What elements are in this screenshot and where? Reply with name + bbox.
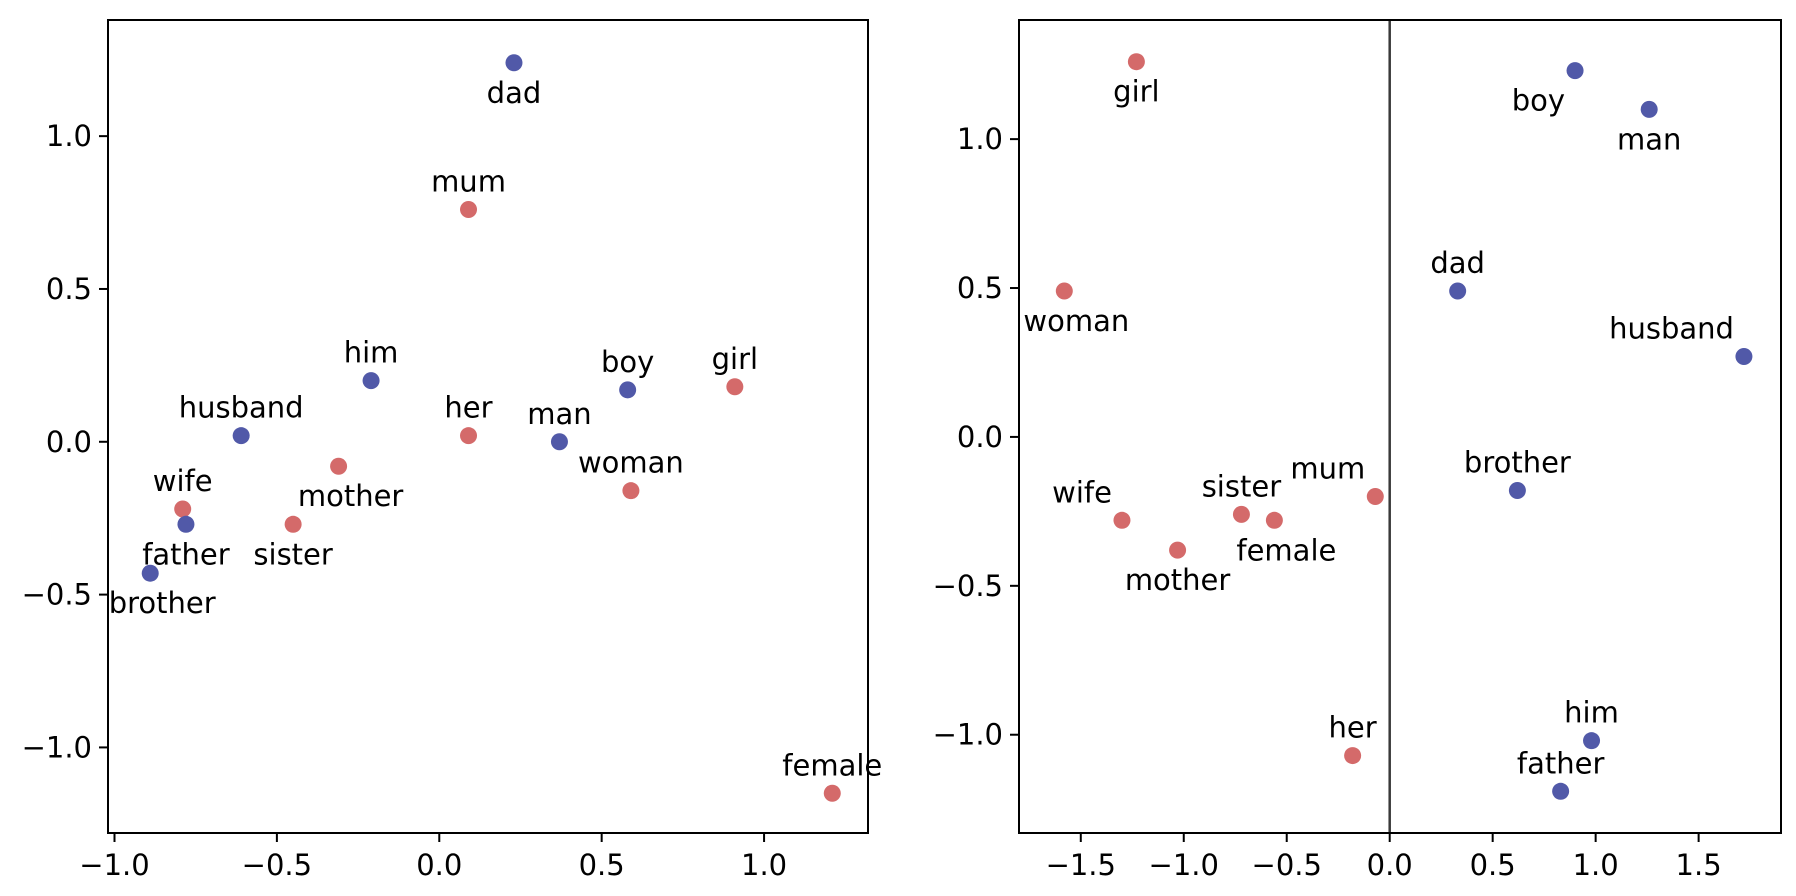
point-label-brother: brother <box>1464 446 1571 480</box>
point-woman <box>1055 282 1073 300</box>
point-girl <box>1127 53 1145 71</box>
point-her <box>460 427 478 445</box>
point-label-female: female <box>1236 533 1336 567</box>
point-label-wife: wife <box>153 464 213 498</box>
point-dad <box>505 54 523 72</box>
point-label-boy: boy <box>601 345 654 379</box>
x-tick-label: 1.0 <box>1573 848 1619 882</box>
x-tick-label: 0.5 <box>579 848 625 882</box>
point-label-wife: wife <box>1052 475 1112 509</box>
point-husband <box>232 427 250 445</box>
left-scatter-chart: −1.0 −0.5 0.0 0.5 1.0 −1.0 −0.5 0.0 0.5 1.0 dad mum… <box>22 19 882 882</box>
point-her <box>1344 747 1362 765</box>
point-label-him: him <box>1564 696 1619 730</box>
point-label-woman: woman <box>578 446 684 480</box>
point-label-girl: girl <box>1113 75 1159 109</box>
x-tick-label: 1.5 <box>1676 848 1722 882</box>
point-husband <box>1735 348 1753 366</box>
plot-frame <box>107 19 869 834</box>
x-tick-label: 0.5 <box>1470 848 1516 882</box>
y-tick-label: 0.5 <box>957 271 1003 305</box>
point-mother <box>330 457 348 475</box>
point-wife <box>1113 511 1131 529</box>
point-label-her: her <box>444 391 492 425</box>
point-mum <box>460 200 478 218</box>
point-label-mother: mother <box>1125 563 1231 597</box>
point-label-him: him <box>344 336 399 370</box>
point-label-woman: woman <box>1023 304 1129 338</box>
point-brother <box>1508 482 1526 500</box>
point-father <box>1552 782 1570 800</box>
y-tick-label: 0.0 <box>957 420 1003 454</box>
point-father <box>177 515 195 533</box>
point-him <box>1583 732 1601 750</box>
right-scatter-chart: −1.5 −1.0 −0.5 0.0 0.5 1.0 1.5 −1.0 −0.5 0.0 0.5 1.… <box>933 19 1782 882</box>
point-label-girl: girl <box>712 342 758 376</box>
x-tick-label: 0.0 <box>1367 848 1413 882</box>
point-label-father: father <box>1517 746 1605 780</box>
point-man <box>550 433 568 451</box>
x-tick-label: −1.0 <box>1149 848 1219 882</box>
plot-frame <box>1018 19 1782 834</box>
point-boy <box>1566 62 1584 80</box>
point-label-mum: mum <box>1290 451 1365 485</box>
point-wife <box>174 500 192 518</box>
point-label-dad: dad <box>1430 246 1485 280</box>
y-tick-label: 1.0 <box>957 122 1003 156</box>
y-tick-label: 0.5 <box>46 272 92 306</box>
point-dad <box>1449 282 1467 300</box>
y-tick-label: 1.0 <box>46 119 92 153</box>
point-label-man: man <box>527 397 591 431</box>
point-label-her: her <box>1329 711 1377 745</box>
x-tick-label: −1.0 <box>79 848 149 882</box>
point-boy <box>619 381 637 399</box>
point-female <box>823 784 841 802</box>
point-brother <box>141 564 159 582</box>
x-tick-label: −0.5 <box>242 848 312 882</box>
point-him <box>362 372 380 390</box>
point-label-mum: mum <box>431 164 506 198</box>
x-tick-label: −0.5 <box>1252 848 1322 882</box>
y-tick-label: −1.0 <box>22 730 92 764</box>
point-label-boy: boy <box>1512 84 1565 118</box>
point-female <box>1265 511 1283 529</box>
y-tick-label: −0.5 <box>22 578 92 612</box>
point-label-female: female <box>782 748 882 782</box>
point-label-sister: sister <box>1202 469 1281 503</box>
point-label-man: man <box>1617 122 1681 156</box>
point-label-dad: dad <box>487 76 542 110</box>
point-woman <box>622 482 640 500</box>
x-tick-label: 1.0 <box>741 848 787 882</box>
point-man <box>1640 100 1658 118</box>
point-label-sister: sister <box>253 537 332 571</box>
point-sister <box>1232 505 1250 523</box>
y-tick-label: −1.0 <box>933 718 1003 752</box>
point-label-brother: brother <box>109 586 216 620</box>
y-tick-label: −0.5 <box>933 569 1003 603</box>
point-label-father: father <box>142 537 230 571</box>
point-mother <box>1169 541 1187 559</box>
x-tick-label: −1.5 <box>1046 848 1116 882</box>
point-sister <box>284 515 302 533</box>
point-label-mother: mother <box>298 479 404 513</box>
point-mum <box>1366 487 1384 505</box>
y-tick-label: 0.0 <box>46 425 92 459</box>
x-tick-label: 0.0 <box>416 848 462 882</box>
point-label-husband: husband <box>1609 312 1734 346</box>
point-girl <box>726 378 744 396</box>
point-label-husband: husband <box>179 391 304 425</box>
